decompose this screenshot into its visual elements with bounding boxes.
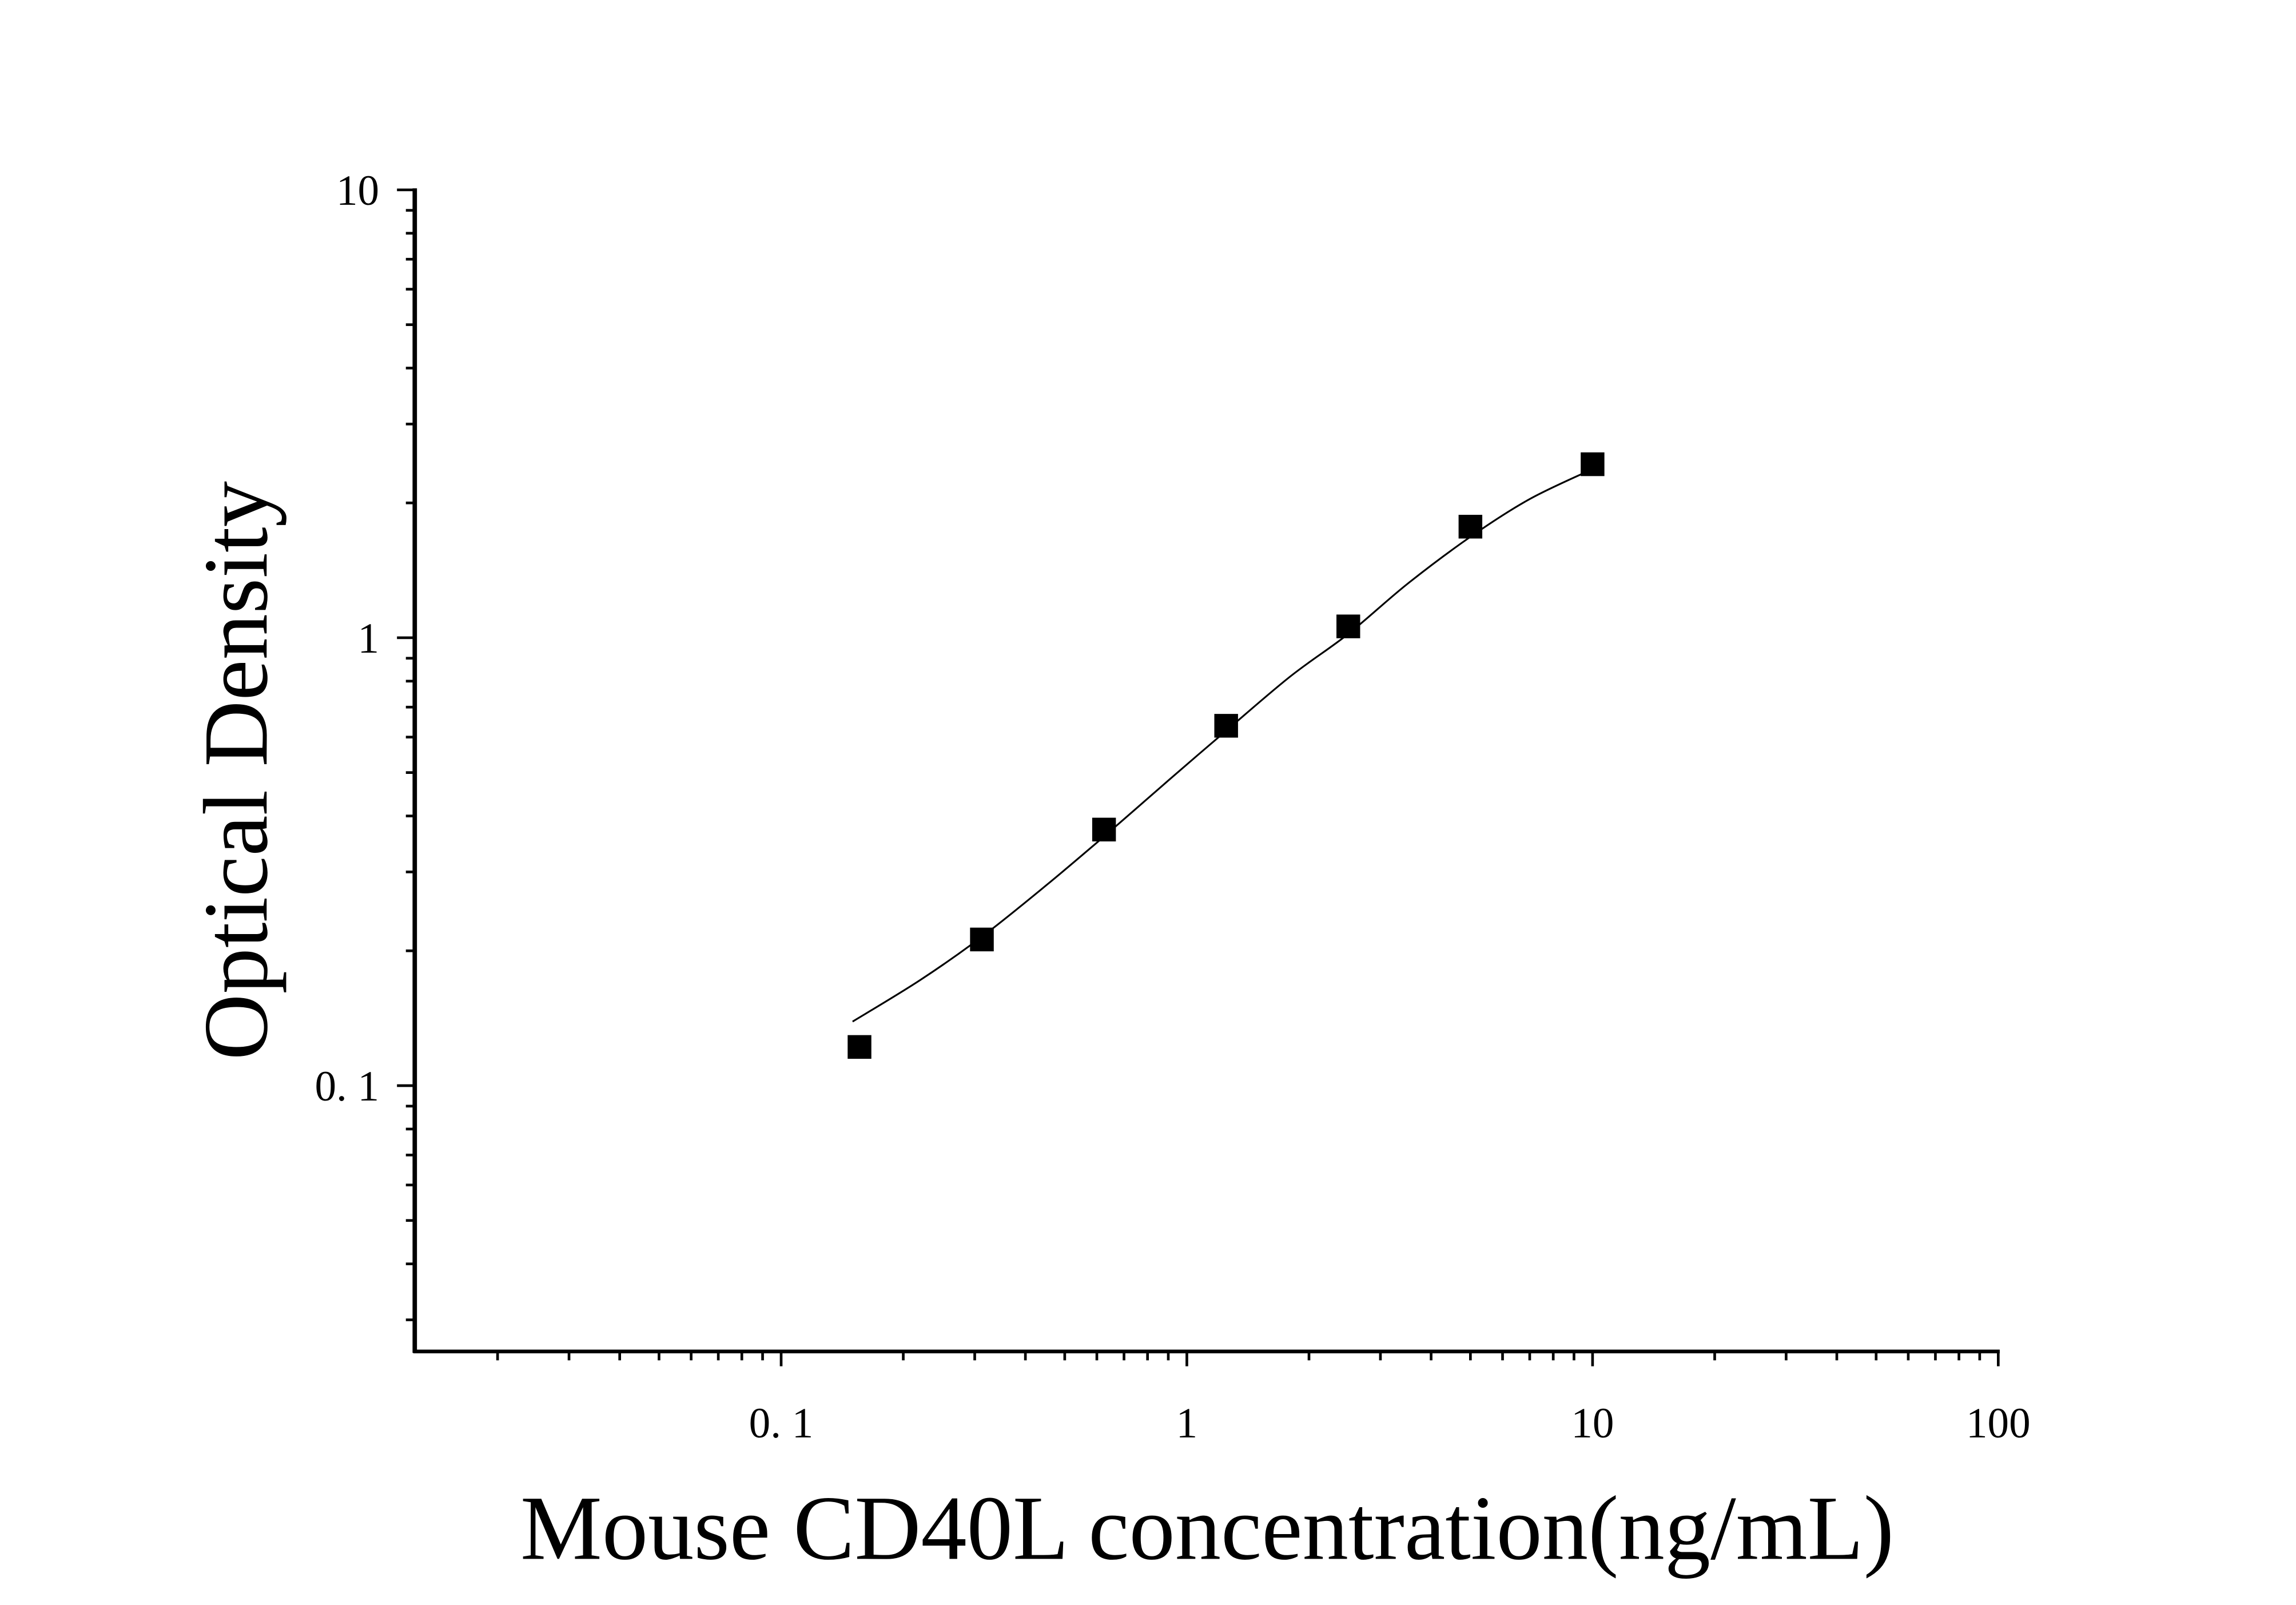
x-tick-labels: 0. 1 1 10 100: [749, 1400, 2031, 1447]
x-tick-label: 1: [1176, 1400, 1198, 1447]
data-point: [1214, 714, 1238, 738]
data-marks: [847, 452, 1605, 1059]
x-tick-label: 0. 1: [749, 1400, 814, 1447]
data-point: [1092, 817, 1116, 842]
data-point: [1458, 515, 1483, 539]
data-point: [847, 1035, 872, 1059]
x-tick-label: 100: [1966, 1400, 2031, 1447]
y-axis-title: Optical Density: [185, 481, 286, 1060]
x-tick-label: 10: [1571, 1400, 1614, 1447]
y-tick-label: 10: [336, 167, 379, 214]
x-axis-title: Mouse CD40L concentration(ng/mL): [520, 1477, 1894, 1579]
axis-ticks: [397, 188, 2000, 1366]
data-point: [1336, 614, 1360, 638]
y-tick-label: 1: [358, 615, 380, 662]
data-point: [1581, 452, 1605, 476]
y-tick-label: 0. 1: [315, 1063, 379, 1110]
fit-curve: [852, 468, 1593, 1023]
y-tick-labels: 0. 1 1 10: [315, 167, 379, 1110]
data-point: [970, 927, 994, 952]
